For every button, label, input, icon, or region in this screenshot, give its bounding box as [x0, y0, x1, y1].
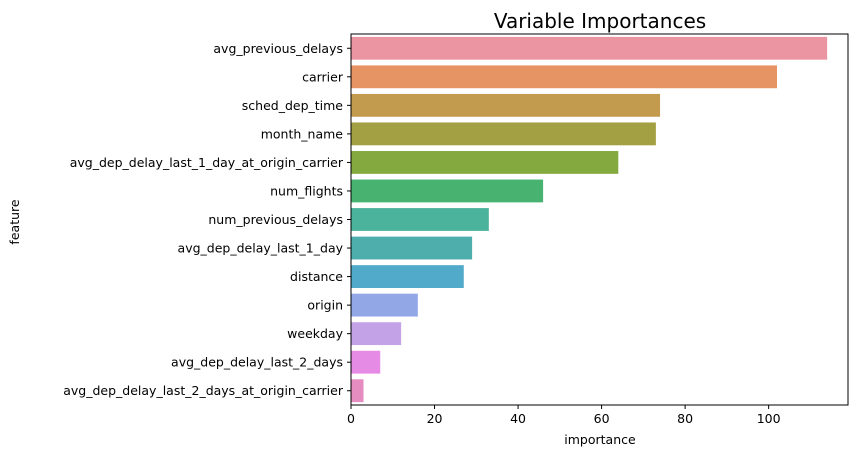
- y-tick-label: month_name: [261, 126, 344, 141]
- y-tick-label: weekday: [287, 326, 343, 341]
- bar-avg-dep-delay-last-2-days-at-origin-carrier: [351, 379, 364, 403]
- bar-weekday: [351, 322, 402, 346]
- x-tick-label: 0: [347, 411, 355, 426]
- bar-distance: [351, 265, 464, 288]
- bar-num-flights: [351, 179, 544, 203]
- bar-carrier: [351, 65, 777, 89]
- plot-frame: [350, 33, 849, 406]
- y-tick-label: carrier: [302, 69, 344, 84]
- x-tick-label: 80: [677, 411, 693, 426]
- y-tick-label: sched_dep_time: [242, 98, 344, 113]
- x-tick-label: 40: [510, 411, 526, 426]
- x-tick-label: 100: [757, 411, 781, 426]
- y-tick-label: avg_previous_delays: [213, 41, 343, 56]
- bar-num-previous-delays: [351, 208, 489, 231]
- bar-month-name: [351, 122, 656, 146]
- y-tick-label: origin: [307, 298, 343, 313]
- bar-avg-dep-delay-last-1-day: [351, 236, 473, 260]
- bar-sched-dep-time: [351, 93, 661, 117]
- x-ticks: 0 20 40 60 80 100: [347, 405, 781, 426]
- x-tick-label: 60: [594, 411, 610, 426]
- chart-title: Variable Importances: [494, 9, 706, 33]
- y-tick-label: avg_dep_delay_last_2_days: [171, 355, 343, 370]
- bar-avg-dep-delay-last-1-day-at-origin-carrier: [351, 151, 619, 174]
- y-tick-label: avg_dep_delay_last_2_days_at_origin_carr…: [63, 383, 344, 398]
- x-axis-label: importance: [564, 432, 636, 447]
- y-tick-label: distance: [290, 269, 343, 284]
- y-tick-label: num_previous_delays: [208, 212, 343, 227]
- y-tick-label: avg_dep_delay_last_1_day: [178, 241, 344, 256]
- bar-avg-previous-delays: [351, 36, 828, 60]
- x-tick-label: 20: [427, 411, 443, 426]
- y-axis-label: feature: [7, 199, 22, 244]
- bars-group: [351, 36, 828, 403]
- bar-avg-dep-delay-last-2-days: [351, 350, 381, 374]
- y-tick-label: avg_dep_delay_last_1_day_at_origin_carri…: [70, 155, 344, 170]
- y-tick-label: num_flights: [270, 183, 343, 198]
- bar-origin: [351, 293, 418, 317]
